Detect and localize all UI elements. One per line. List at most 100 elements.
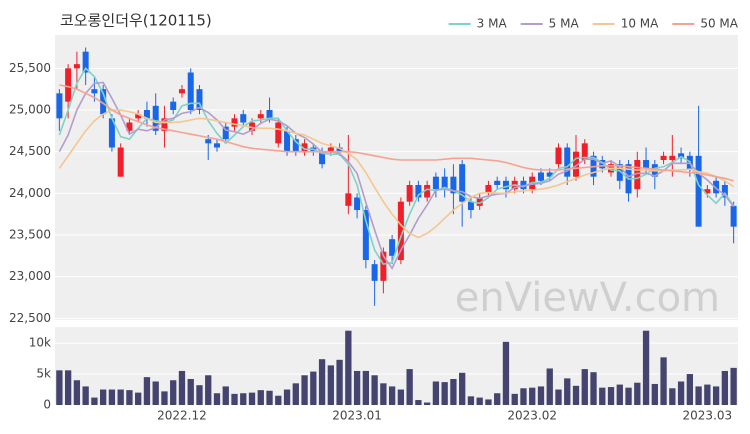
x-tick-label: 2023.03 [683,409,733,423]
y-tick-label: 23,500 [9,228,51,242]
volume-bar [161,391,168,405]
y-tick-label: 24,500 [9,144,51,158]
volume-bar [73,380,81,405]
candle-body [362,210,369,260]
candle-body [643,160,650,169]
candle-body [284,130,291,152]
candle-body [599,160,606,169]
candle-body [65,68,72,102]
candle-body [564,147,571,177]
volume-bar [56,370,63,405]
volume-bar [248,392,256,405]
ma-line [59,84,734,182]
candle-body [713,180,720,194]
candle-body [730,205,737,227]
volume-bar [187,379,194,405]
candle-body [432,176,439,190]
volume-bar [91,397,98,405]
volume-bar [371,375,378,405]
candle-body [704,189,711,194]
candle-body [266,110,273,119]
candle-body [231,118,238,127]
y-tick-label: 5k [36,367,51,381]
volume-bar [712,386,720,405]
candle-body [494,180,501,185]
legend-label: 5 MA [549,17,580,31]
y-tick-label: 24,000 [9,186,51,200]
volume-bar [231,393,238,405]
volume-bar [266,390,273,405]
candle-body [573,151,580,177]
volume-bar [651,383,658,405]
candle-body [213,143,220,148]
ma-line [58,67,735,266]
volume-bar [704,384,711,405]
volume-bar [240,393,247,405]
volume-bar [476,397,483,405]
candle-body [354,197,361,210]
candle-body [459,164,466,202]
volume-bar [555,389,562,405]
volume-bar [616,384,623,405]
volume-bar [537,386,545,405]
y-tick-label: 0 [43,398,51,412]
watermark: enViewV.com [455,275,720,321]
price-panel [55,35,738,320]
candle-body [424,185,431,198]
candle-body [292,139,299,152]
candle-body [117,147,124,177]
y-tick-label: 10k [29,336,51,350]
volume-bar [494,393,501,405]
candle-body [660,155,667,160]
legend-label: 3 MA [477,17,508,31]
volume-bar [310,371,317,405]
x-tick-label: 2023.02 [507,409,557,423]
volume-bar [520,388,527,405]
candle-body [450,176,457,194]
volume-bar [135,392,142,405]
volume-bar [170,380,177,405]
volume-bar [485,399,492,405]
volume-bar [222,386,229,405]
volume-bar [511,393,518,405]
candle-body [721,185,728,198]
candle-body [467,201,474,210]
candle-body [152,105,159,131]
candle-body [275,122,282,144]
volume-bar [336,359,343,405]
volume-bar [327,365,334,405]
x-tick-label: 2023.01 [332,409,382,423]
volume-bar [292,383,299,405]
candle-body [616,164,623,181]
volume-bar [283,389,291,405]
volume-bar [660,357,667,405]
volume-bar [450,379,457,405]
ma-line [58,109,735,239]
candle-body [187,72,194,110]
candle-body [196,89,203,110]
volume-bar [257,390,264,405]
volume-bar [152,381,159,405]
candle-body [143,110,150,119]
candle-body [319,151,326,165]
y-tick-label: 25,500 [9,61,51,75]
volume-bar [64,370,72,405]
volume-bar [572,385,580,405]
volume-bar [415,400,422,405]
volume-bar [275,395,282,405]
candle-body [257,114,264,119]
volume-bar [432,381,440,405]
candle-body [634,160,641,190]
candle-body [502,180,509,190]
candle-body [108,118,115,148]
candle-body [555,147,562,165]
volume-bar [730,367,737,405]
candle-body [380,251,387,281]
volume-bar [423,402,431,405]
candle-body [222,126,229,140]
volume-bar [669,388,676,405]
candle-body [581,143,588,160]
candle-body [669,155,676,160]
legend-label: 50 MA [700,17,738,31]
